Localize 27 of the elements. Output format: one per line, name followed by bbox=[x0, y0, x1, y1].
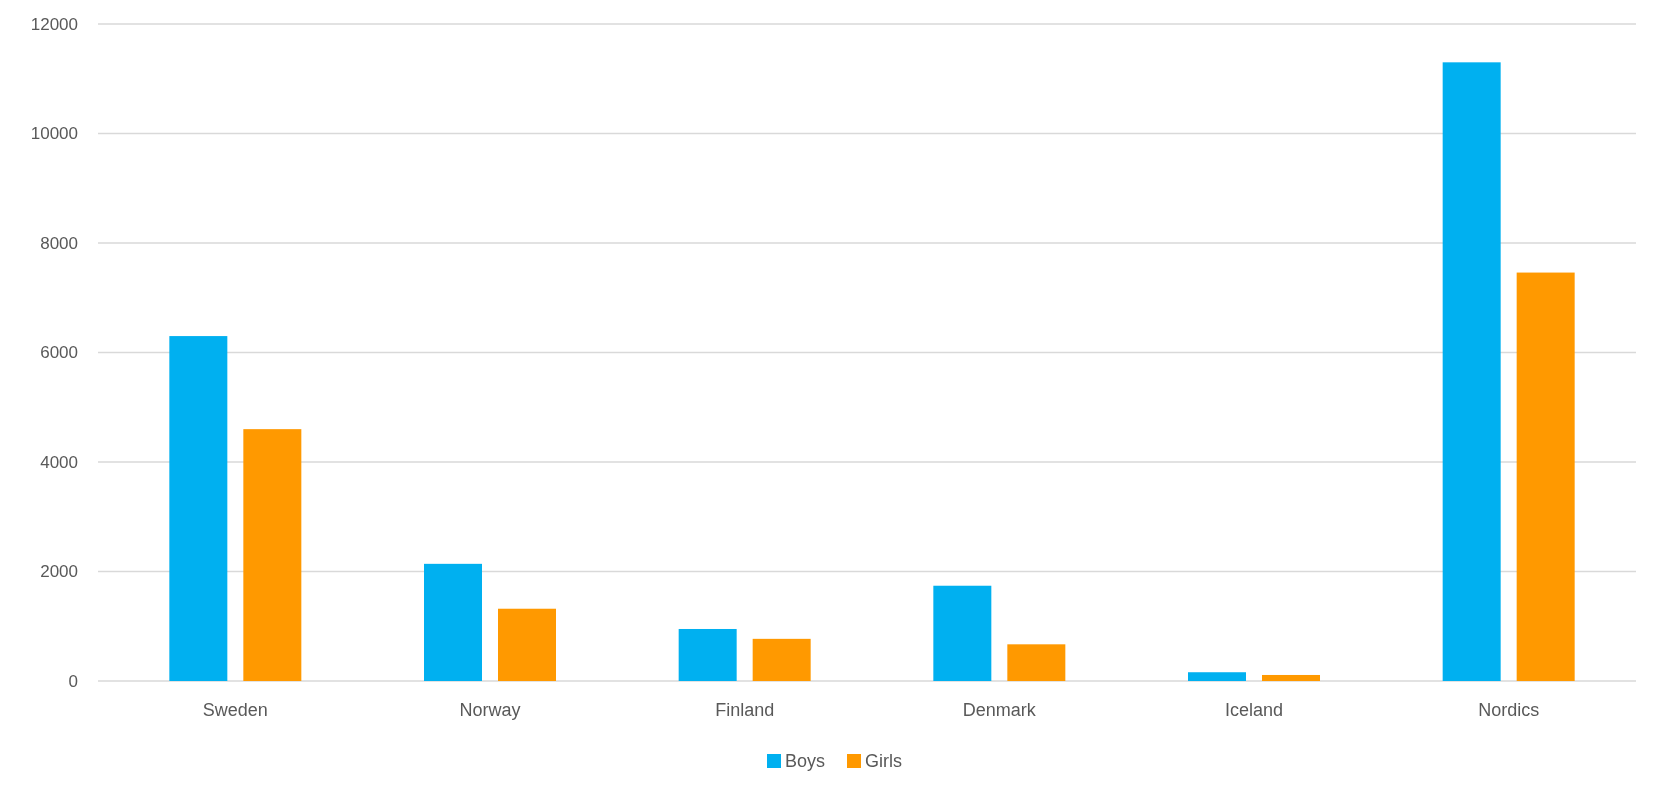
bar bbox=[1007, 644, 1066, 681]
x-tick-label: Finland bbox=[715, 700, 775, 720]
bar bbox=[678, 628, 737, 681]
bar bbox=[752, 638, 811, 681]
y-tick-label: 8000 bbox=[40, 233, 78, 253]
y-tick-label: 10000 bbox=[30, 124, 78, 144]
x-tick-label: Sweden bbox=[202, 700, 268, 720]
x-tick-label: Norway bbox=[459, 700, 521, 720]
y-tick-label: 6000 bbox=[40, 343, 78, 363]
bar bbox=[1442, 62, 1501, 681]
legend-label: Boys bbox=[785, 751, 826, 772]
bar bbox=[498, 608, 556, 681]
bar bbox=[1188, 672, 1246, 681]
y-tick-label: 2000 bbox=[40, 562, 78, 582]
legend-label: Girls bbox=[865, 751, 902, 772]
x-tick-label: Iceland bbox=[1224, 700, 1284, 720]
bar bbox=[243, 429, 302, 681]
y-tick-label: 12000 bbox=[30, 14, 78, 34]
y-tick-label: 0 bbox=[68, 671, 78, 691]
bar bbox=[1262, 674, 1320, 681]
bar bbox=[1516, 272, 1575, 681]
bar bbox=[169, 336, 228, 681]
bar bbox=[933, 585, 992, 681]
x-tick-label: Nordics bbox=[1478, 700, 1540, 720]
bar bbox=[424, 563, 482, 681]
x-tick-label: Denmark bbox=[962, 700, 1037, 720]
y-tick-label: 4000 bbox=[40, 452, 78, 472]
